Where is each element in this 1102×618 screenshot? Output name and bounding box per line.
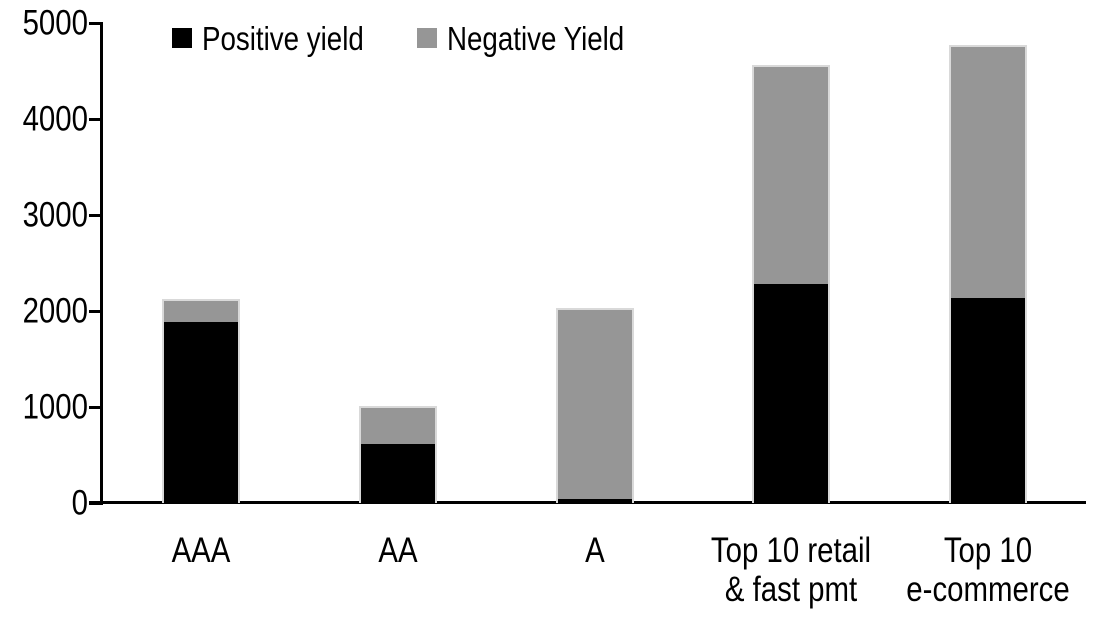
bar-segment-positive-yield-a [557,499,632,503]
y-tick-label-1000: 1000 [22,387,88,427]
bar-aaa [162,298,241,503]
x-category-label-aa: AA [378,531,418,570]
x-category-label-aaa: AAA [171,531,231,570]
bar-segment-negative-yield-aaa [164,300,239,323]
y-tick-label-3000: 3000 [22,195,88,235]
bar-segment-negative-yield-a [557,310,632,500]
y-tick-1000 [89,405,103,409]
y-axis [100,23,103,505]
y-tick-label-2000: 2000 [22,291,88,331]
y-tick-label-4000: 4000 [22,99,88,139]
y-tick-label-5000: 5000 [22,3,88,43]
y-tick-3000 [89,213,103,217]
y-tick-0 [89,501,103,505]
bar-top-10-e-commerce [948,45,1027,503]
y-tick-5000 [89,21,103,25]
bar-segment-positive-yield-top-10-e-commerce [950,297,1025,503]
legend-item-positive-yield: Positive yield [172,22,395,55]
y-tick-label-0: 0 [71,483,88,523]
x-category-label-top-10-e-commerce: Top 10 e-commerce [905,531,1070,609]
bar-segment-positive-yield-top-10-retail-fast-pmt [754,284,829,503]
bar-top-10-retail-fast-pmt [752,65,831,503]
y-tick-2000 [89,309,103,313]
y-tick-4000 [89,117,103,121]
bar-segment-positive-yield-aa [360,443,435,503]
bar-aa [358,406,437,503]
bar-segment-negative-yield-aa [360,408,435,444]
legend-swatch-positive-yield-icon [172,28,192,48]
legend-label-positive-yield: Positive yield [202,19,364,57]
bar-segment-positive-yield-aaa [164,322,239,503]
bar-segment-negative-yield-top-10-retail-fast-pmt [754,67,829,285]
legend-label-negative-yield: Negative Yield [447,19,625,57]
x-category-label-top-10-retail-fast-pmt: Top 10 retail & fast pmt [711,531,872,609]
bar-segment-negative-yield-top-10-e-commerce [950,47,1025,298]
bar-a [555,308,634,503]
legend-item-negative-yield: Negative Yield [417,22,658,55]
legend-swatch-negative-yield-icon [417,28,437,48]
x-category-label-a: A [584,531,605,570]
